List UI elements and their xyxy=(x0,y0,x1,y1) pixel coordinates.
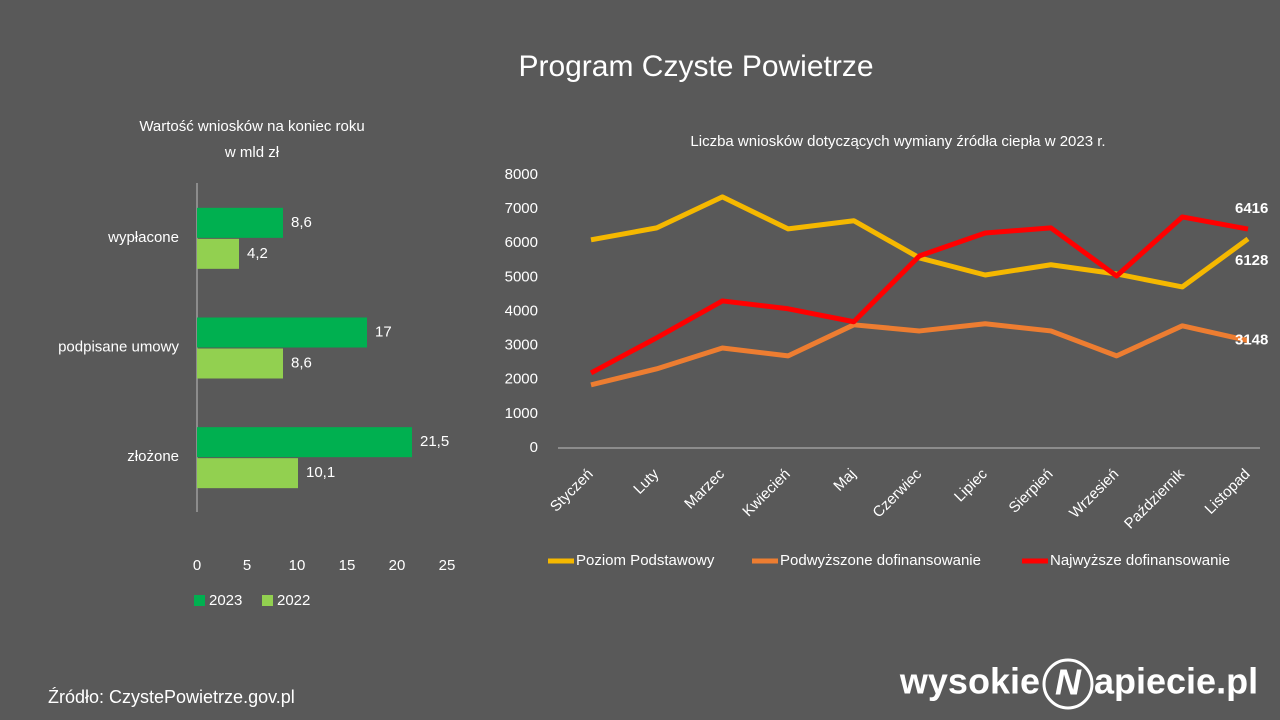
data-label: 6128 xyxy=(1235,252,1268,269)
bar xyxy=(197,458,298,489)
data-label: 8,6 xyxy=(291,214,312,231)
x-tick-label: Marzec xyxy=(681,465,728,512)
data-label: 3148 xyxy=(1235,332,1268,349)
x-tick-label: Listopad xyxy=(1202,466,1254,518)
data-label: 21,5 xyxy=(420,433,449,450)
line-series xyxy=(589,214,1249,376)
data-label: 8,6 xyxy=(291,354,312,371)
x-tick-label: 10 xyxy=(289,557,306,574)
data-label: 17 xyxy=(375,323,392,340)
y-tick-label: 5000 xyxy=(505,268,538,285)
data-label: 4,2 xyxy=(247,245,268,262)
chart-title: Wartość wniosków na koniec roku xyxy=(139,118,364,135)
logo-right: apiecie.pl xyxy=(1094,661,1258,702)
y-tick-label: 6000 xyxy=(505,234,538,251)
y-tick-label: złożone xyxy=(127,448,179,465)
x-tick-label: Styczeń xyxy=(547,466,597,516)
bar xyxy=(197,427,412,458)
x-tick-label: Wrzesień xyxy=(1066,466,1122,522)
y-tick-label: 8000 xyxy=(505,166,538,183)
chart-subtitle: w mld zł xyxy=(224,144,280,161)
x-tick-label: 15 xyxy=(339,557,356,574)
x-tick-label: Sierpień xyxy=(1006,466,1057,517)
x-tick-label: Kwiecień xyxy=(739,466,793,520)
x-tick-label: 5 xyxy=(243,557,251,574)
y-tick-label: 4000 xyxy=(505,302,538,319)
legend-label: Poziom Podstawowy xyxy=(576,552,715,569)
source: Źródło: CzystePowietrze.gov.pl xyxy=(48,687,295,707)
bar xyxy=(197,348,283,379)
y-tick-label: 0 xyxy=(530,439,538,456)
x-tick-label: 25 xyxy=(439,557,456,574)
y-tick-label: 2000 xyxy=(505,371,538,388)
legend-label: 2023 xyxy=(209,592,242,609)
legend-label: Podwyższone dofinansowanie xyxy=(780,552,981,569)
line-series xyxy=(590,321,1249,388)
legend-swatch xyxy=(262,595,273,606)
data-label: 6416 xyxy=(1235,200,1268,217)
y-tick-label: podpisane umowy xyxy=(58,338,179,355)
x-tick-label: Lipiec xyxy=(951,465,991,505)
x-tick-label: 0 xyxy=(193,557,201,574)
x-tick-label: Maj xyxy=(830,466,859,495)
data-label: 10,1 xyxy=(306,464,335,481)
x-tick-label: Luty xyxy=(630,465,662,497)
logo: wysokie N apiecie.pl xyxy=(899,658,1258,710)
line-series xyxy=(590,194,1250,290)
page-title: Program Czyste Powietrze xyxy=(518,50,873,83)
y-tick-label: wypłacone xyxy=(107,229,179,246)
legend-swatch xyxy=(194,595,205,606)
y-tick-label: 7000 xyxy=(505,200,538,217)
x-tick-label: 20 xyxy=(389,557,406,574)
x-tick-label: Październik xyxy=(1121,465,1188,532)
bar xyxy=(197,207,283,238)
legend-label: Najwyższe dofinansowanie xyxy=(1050,552,1230,569)
logo-left: wysokie xyxy=(899,661,1040,702)
bar xyxy=(197,317,367,348)
logo-mark: N xyxy=(1055,662,1082,703)
bar xyxy=(197,238,239,269)
legend-label: 2022 xyxy=(277,592,310,609)
y-tick-label: 3000 xyxy=(505,337,538,354)
logo-ring xyxy=(1042,658,1094,710)
x-tick-label: Czerwiec xyxy=(869,465,925,521)
chart-title: Liczba wniosków dotyczących wymiany źród… xyxy=(690,133,1105,150)
y-tick-label: 1000 xyxy=(505,405,538,422)
